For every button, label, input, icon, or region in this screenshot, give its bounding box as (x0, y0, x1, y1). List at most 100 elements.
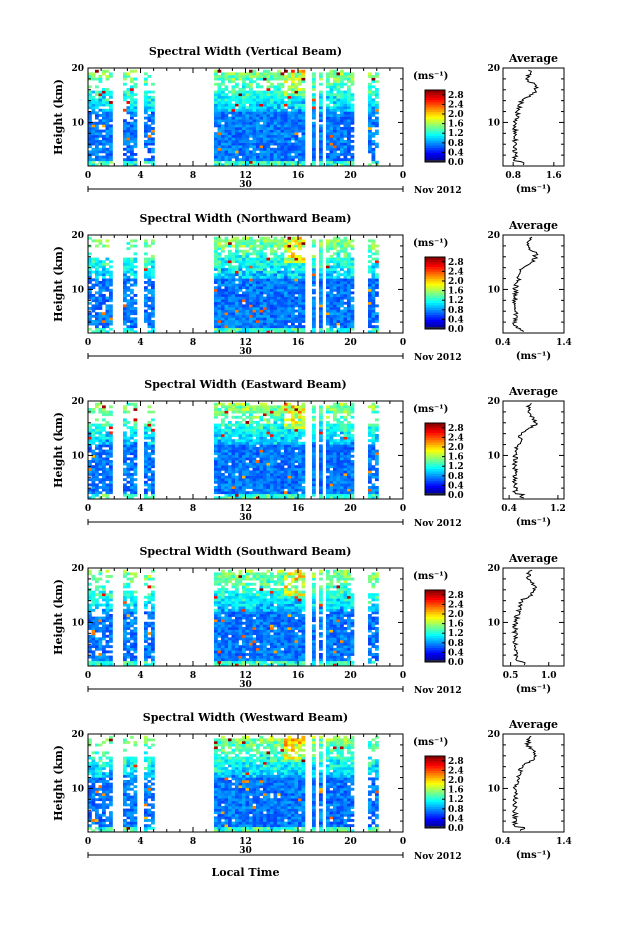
heatmap-cell (252, 426, 257, 430)
heatmap-cell (280, 119, 285, 123)
heatmap-cell (277, 127, 281, 130)
heatmap-cell (273, 132, 278, 136)
heatmap-cell (329, 312, 334, 316)
heatmap-cell (130, 77, 134, 81)
heatmap-cell (228, 108, 232, 112)
heatmap-cell (273, 93, 278, 97)
heatmap-cell (224, 426, 229, 430)
heatmap-cell (98, 77, 103, 81)
heatmap-cell (242, 147, 246, 151)
heatmap-cell (333, 85, 337, 89)
heatmap-cell (368, 163, 372, 167)
heatmap-cell (126, 106, 131, 110)
heatmap-cell (301, 239, 306, 243)
heatmap-cell (95, 454, 99, 458)
heatmap-cell (291, 307, 295, 310)
heatmap-cell (217, 265, 222, 269)
heatmap-cell (266, 460, 271, 463)
heatmap-cell (340, 327, 344, 331)
heatmap-cell (375, 320, 379, 323)
heatmap-cell (287, 119, 292, 123)
heatmap-cell (343, 296, 348, 300)
heatmap-cell (133, 257, 138, 261)
heatmap-cell (280, 273, 285, 277)
heatmap-cell (102, 317, 106, 321)
heatmap-cell (371, 119, 376, 123)
heatmap-cell (102, 150, 106, 154)
heatmap-cell (95, 325, 99, 329)
heatmap-cell (263, 473, 267, 476)
heatmap-cell (266, 134, 271, 138)
heatmap-cell (105, 436, 110, 440)
heatmap-cell (109, 296, 113, 300)
heatmap-cell (277, 132, 281, 136)
heatmap-cell (214, 155, 218, 159)
heatmap-cell (301, 275, 306, 279)
heatmap-cell (336, 301, 341, 305)
heatmap-cell (109, 111, 113, 115)
heatmap-cell (221, 114, 225, 117)
heatmap-cell (130, 80, 134, 84)
heatmap-cell (273, 127, 278, 130)
heatmap-cell (326, 260, 330, 264)
heatmap-cell (88, 150, 92, 154)
heatmap-cell (270, 320, 274, 323)
heatmap-cell (273, 281, 278, 284)
heatmap-cell (147, 114, 152, 117)
heatmap-cell (312, 134, 316, 138)
heatmap-cell (270, 431, 274, 435)
colorbar-swatch (425, 259, 445, 263)
heatmap-cell (277, 283, 281, 287)
heatmap-cell (95, 103, 99, 107)
heatmap-cell (270, 114, 274, 117)
heatmap-cell (109, 103, 113, 107)
heatmap-cell (368, 82, 372, 86)
heatmap-cell (298, 124, 302, 128)
heatmap-cell (319, 252, 323, 256)
heatmap-cell (273, 239, 278, 243)
heatmap-cell (270, 423, 274, 427)
heatmap-cell (333, 325, 337, 329)
heatmap-cell (294, 108, 299, 112)
heatmap-cell (368, 239, 372, 243)
heatmap-cell (217, 454, 222, 458)
heatmap-cell (301, 467, 306, 471)
heatmap-cell (319, 153, 323, 156)
heatmap-cell (224, 98, 229, 102)
heatmap-cell (130, 124, 134, 128)
heatmap-cell (301, 402, 306, 406)
heatmap-cell (347, 158, 351, 162)
heatmap-cell (224, 457, 229, 461)
heatmap-cell (91, 103, 96, 107)
heatmap-cell (263, 69, 267, 73)
heatmap-cell (256, 265, 260, 269)
heatmap-cell (95, 465, 99, 469)
heatmap-cell (277, 90, 281, 94)
heatmap-cell (221, 317, 225, 321)
heatmap-cell (109, 307, 113, 310)
heatmap-cell (347, 327, 351, 331)
heatmap-cell (298, 260, 302, 264)
heatmap-cell (294, 405, 299, 409)
heatmap-cell (109, 444, 113, 448)
heatmap-cell (221, 98, 225, 102)
heatmap-cell (102, 457, 106, 461)
heatmap-cell (277, 268, 281, 271)
heatmap-cell (256, 278, 260, 282)
x-tick-label: 16 (292, 171, 305, 181)
heatmap-cell (375, 75, 379, 78)
heatmap-cell (273, 129, 278, 133)
heatmap-cell (123, 312, 127, 316)
heatmap-cell (347, 95, 351, 99)
heatmap-cell (231, 478, 236, 482)
heatmap-cell (270, 434, 274, 437)
heatmap-cell (256, 286, 260, 290)
heatmap-cell (95, 301, 99, 305)
heatmap-cell (235, 98, 239, 102)
heatmap-cell (133, 486, 138, 489)
heatmap-cell (319, 447, 323, 450)
heatmap-cell (252, 478, 257, 482)
heatmap-cell (224, 299, 229, 303)
heatmap-cell (284, 462, 288, 466)
heatmap-cell (242, 457, 246, 461)
